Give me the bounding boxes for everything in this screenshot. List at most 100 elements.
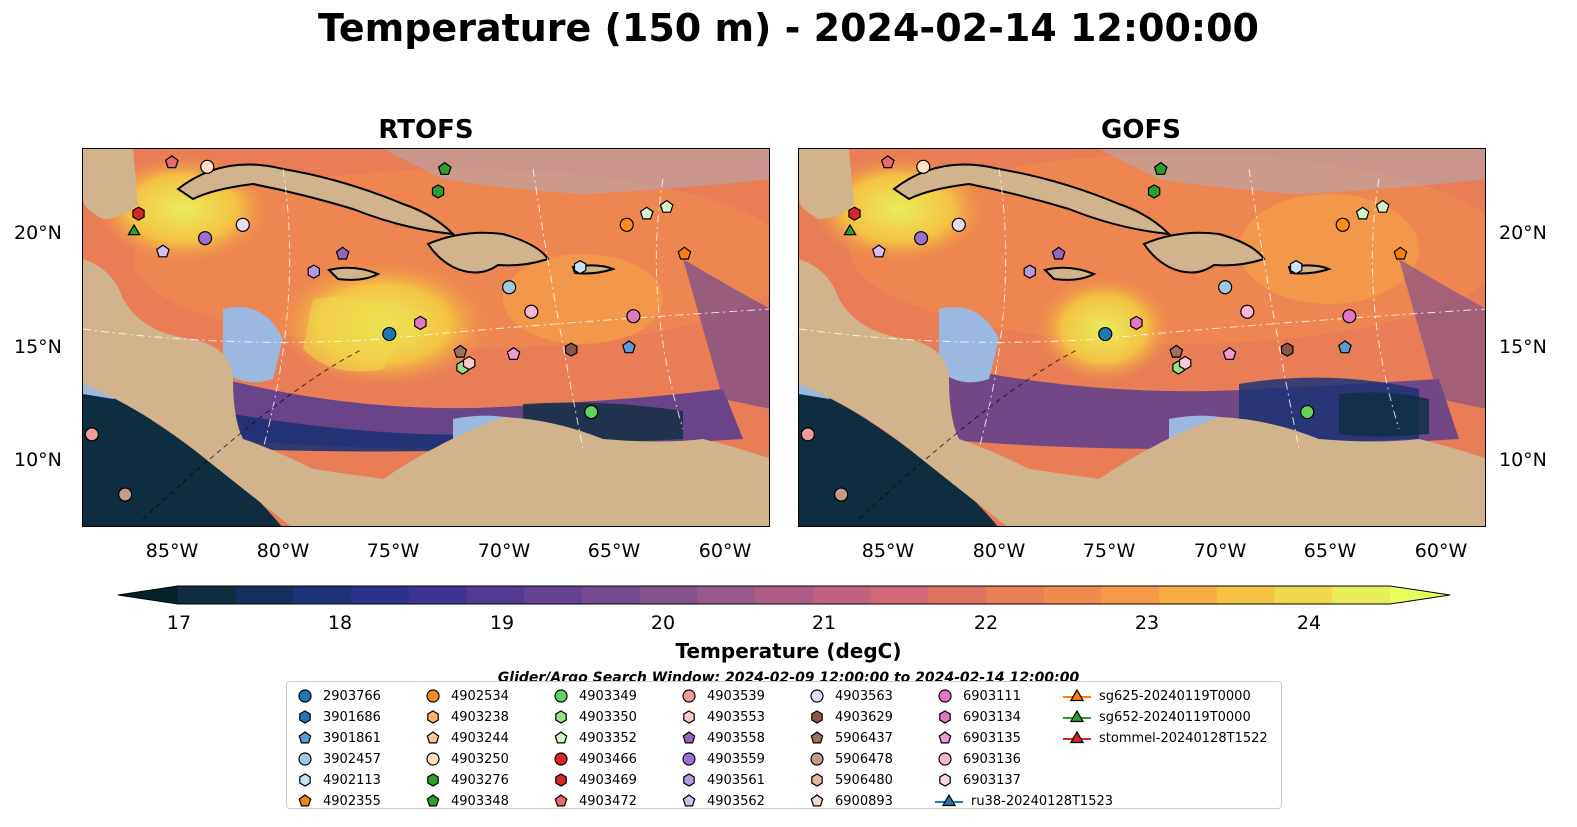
legend-marker-icon (554, 689, 568, 703)
float-marker-4902113 (573, 260, 587, 275)
float-marker-5906437 (453, 344, 468, 358)
legend-label: 6903111 (963, 688, 1021, 704)
legend-item-4903562: 4903562 (679, 791, 765, 811)
colorbar-segment (639, 586, 698, 604)
legend-marker-icon (554, 752, 568, 766)
float-marker-4903352 (1375, 199, 1390, 213)
legend-label: 4903562 (707, 793, 765, 809)
rtofs-map[interactable] (82, 148, 770, 527)
legend-item-5906437: 5906437 (807, 728, 893, 748)
legend-marker-icon (938, 731, 952, 744)
float-marker-3902457 (502, 280, 517, 295)
colorbar-segment (1274, 586, 1333, 604)
colorbar-segment (697, 586, 756, 604)
legend-item-4903352: 4903352 (551, 728, 637, 748)
lon-label-70w-left: 70°W (477, 540, 531, 562)
float-marker-4903469 (132, 206, 145, 221)
float-marker-4903553 (462, 355, 476, 371)
colorbar-segment (986, 586, 1045, 604)
legend-label: 4903348 (451, 793, 509, 809)
colorbar-segment (1101, 586, 1160, 604)
gofs-map[interactable] (798, 148, 1486, 527)
legend-label: 3902457 (323, 751, 381, 767)
legend-label: 6900893 (835, 793, 893, 809)
legend-marker-icon (299, 773, 311, 787)
legend-item-4903350: 4903350 (551, 707, 637, 727)
legend-marker-icon (682, 794, 696, 807)
float-marker-6903111 (1342, 309, 1357, 324)
gofs-panel-title: GOFS (1101, 115, 1181, 145)
float-marker-4902355 (1393, 246, 1408, 260)
float-marker-sg652-20240119T0000 (843, 223, 857, 236)
gofs-map-canvas (799, 149, 1485, 526)
legend-marker-icon (938, 752, 952, 766)
lat-label-10-left: 10°N (14, 449, 62, 471)
colorbar-segment (1043, 586, 1102, 604)
float-marker-5906478 (118, 487, 133, 502)
legend-item-4903559: 4903559 (679, 749, 765, 769)
legend-label: 4903250 (451, 751, 509, 767)
lat-label-20-left: 20°N (14, 222, 62, 244)
legend-label: 4903561 (707, 772, 765, 788)
float-marker-4903250 (916, 159, 931, 174)
float-marker-4903561 (1023, 264, 1036, 279)
legend-label: 4903349 (579, 688, 637, 704)
float-marker-5906478 (834, 487, 849, 502)
legend-item-6903111: 6903111 (935, 686, 1021, 706)
float-marker-4903558 (335, 246, 350, 260)
float-marker-6903136 (524, 304, 539, 319)
float-marker-6903135 (506, 346, 521, 360)
legend-marker-icon (427, 773, 439, 787)
legend-label: 4903238 (451, 709, 509, 725)
colorbar-label: Temperature (degC) (675, 639, 902, 663)
legend-marker-icon (683, 710, 695, 724)
float-marker-4903472 (164, 155, 179, 169)
legend-item-4902534: 4902534 (423, 686, 509, 706)
legend-item-6903136: 6903136 (935, 749, 1021, 769)
legend-marker-icon (810, 752, 824, 766)
legend-marker-icon (554, 794, 568, 807)
lon-label-85w-left: 85°W (145, 540, 199, 562)
legend-label: ru38-20240128T1523 (971, 793, 1114, 809)
legend-marker-icon (426, 689, 440, 703)
float-marker-4903553 (1178, 355, 1192, 371)
float-marker-2903766 (382, 326, 397, 342)
jamaica-land (1043, 266, 1097, 281)
legend-marker-icon (682, 752, 696, 766)
lon-label-85w-right: 85°W (861, 540, 915, 562)
legend-item-4903558: 4903558 (679, 728, 765, 748)
float-marker-4903539 (84, 427, 99, 442)
float-marker-4903349 (584, 404, 599, 420)
legend: 2903766 3901686 3901861 3902457 4902113 49023… (286, 681, 1282, 809)
lat-label-15-right: 15°N (1499, 336, 1547, 358)
pacific-ocean (83, 384, 282, 526)
float-marker-4903559 (197, 231, 213, 246)
float-marker-4903539 (800, 427, 815, 442)
colorbar-segment (1332, 586, 1391, 604)
float-marker-4903561 (307, 264, 320, 279)
legend-marker-icon (1063, 709, 1091, 723)
colorbar-segment (178, 586, 237, 604)
legend-label: 4903553 (707, 709, 765, 725)
float-marker-4903348 (437, 161, 452, 175)
legend-marker-icon (426, 752, 440, 766)
legend-marker-icon (1063, 730, 1091, 744)
colorbar-segment (928, 586, 987, 604)
legend-label: 4903276 (451, 772, 509, 788)
colorbar (117, 585, 1451, 605)
legend-label: 4903559 (707, 751, 765, 767)
legend-label: 5906480 (835, 772, 893, 788)
legend-marker-icon (427, 710, 439, 724)
float-marker-6903134 (1130, 315, 1143, 331)
legend-label: 6903137 (963, 772, 1021, 788)
legend-label: stommel-20240128T1522 (1099, 730, 1268, 746)
legend-item-4903561: 4903561 (679, 770, 765, 790)
legend-marker-icon (810, 794, 824, 807)
float-marker-4903562 (871, 244, 886, 258)
legend-item-4902355: 4902355 (295, 791, 381, 811)
legend-marker-icon (682, 689, 696, 703)
colorbar-segment (812, 586, 872, 604)
lon-label-65w-left: 65°W (587, 540, 641, 562)
legend-marker-icon (939, 773, 951, 787)
float-marker-4903472 (880, 155, 895, 169)
